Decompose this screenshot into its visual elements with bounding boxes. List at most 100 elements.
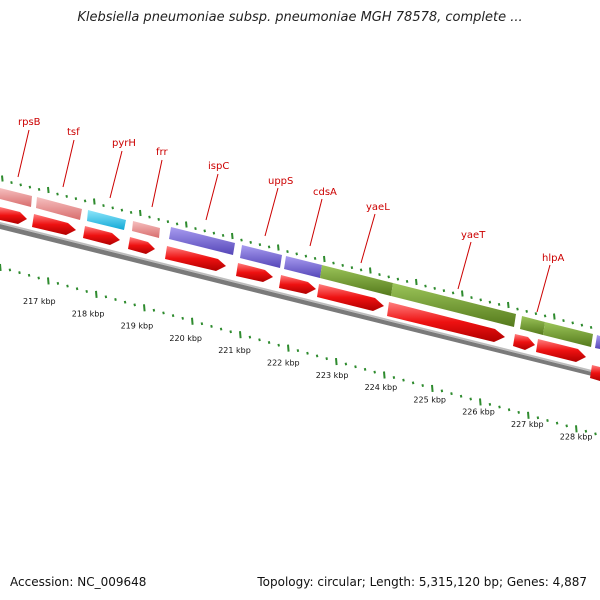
feature-bar-yaeL — [320, 265, 393, 296]
scale-major-tick — [95, 290, 98, 298]
cds-arrow-frr — [128, 237, 155, 254]
scale-minor-tick — [162, 311, 165, 315]
leader-line-tsf — [62, 139, 75, 188]
leader-line-yaeT — [457, 241, 472, 290]
upper-major-tick — [139, 209, 142, 217]
upper-minor-tick — [212, 231, 216, 235]
upper-major-tick — [461, 290, 464, 297]
upper-minor-tick — [405, 279, 409, 283]
scale-minor-tick — [267, 341, 271, 344]
gene-label-frr: frr — [156, 147, 168, 158]
scale-minor-tick — [344, 362, 348, 366]
upper-minor-tick — [83, 199, 87, 203]
scale-minor-tick — [37, 276, 40, 280]
gene-label-layer: rpsB tsf pyrH frr ispC uppS cdsA yaeL yaeT hlpA — [17, 117, 564, 313]
upper-minor-tick — [451, 291, 455, 295]
gene-label-tsf: tsf — [67, 127, 80, 138]
upper-minor-tick — [249, 240, 252, 244]
scale-minor-tick — [440, 389, 444, 393]
upper-minor-tick — [240, 238, 243, 242]
upper-major-tick — [277, 244, 280, 251]
scale-minor-tick — [27, 273, 31, 277]
scale-minor-tick — [181, 316, 184, 320]
scale-minor-tick — [258, 338, 261, 342]
genome-backbone — [0, 224, 600, 378]
upper-minor-tick — [350, 266, 354, 270]
scale-major-tick — [191, 317, 194, 325]
scale-minor-tick — [123, 300, 127, 304]
feature-bar-hlpA — [520, 316, 545, 335]
cds-arrow-yaeT — [387, 302, 505, 342]
cds-arrow-cdsA — [279, 275, 316, 294]
upper-major-tick — [93, 198, 96, 205]
kbp-label: 226 kbp — [462, 408, 495, 417]
upper-minor-tick — [387, 275, 390, 279]
leader-line-frr — [151, 159, 163, 208]
cds-arrow-next — [536, 339, 586, 362]
cds-arrow-pyrH — [83, 226, 120, 245]
gene-label-yaeL: yaeL — [366, 202, 390, 213]
cds-arrow-rpsB — [0, 207, 27, 224]
upper-minor-tick — [580, 323, 584, 327]
kbp-label: 220 kbp — [169, 334, 202, 343]
scale-minor-tick — [421, 384, 424, 388]
kbp-label: 228 kbp — [560, 432, 593, 441]
upper-minor-tick — [396, 277, 400, 281]
upper-minor-tick — [562, 319, 565, 323]
scale-minor-tick — [306, 351, 309, 355]
scale-minor-tick — [373, 370, 376, 374]
upper-minor-tick — [534, 312, 538, 316]
scale-major-tick — [431, 384, 434, 393]
upper-minor-tick — [194, 227, 197, 231]
upper-minor-tick — [129, 210, 133, 214]
scale-minor-tick — [498, 405, 501, 409]
cds-arrow-yaeL — [317, 284, 384, 311]
feature-bar-frr — [132, 221, 160, 238]
upper-major-tick — [369, 267, 372, 274]
scale-major-tick — [0, 263, 2, 272]
feature-bar-yaeT — [391, 283, 516, 327]
lower-tick-track — [0, 263, 597, 436]
gene-label-pyrH: pyrH — [112, 138, 136, 149]
scale-minor-tick — [459, 394, 463, 398]
scale-major-tick — [239, 331, 242, 339]
scale-minor-tick — [210, 324, 213, 328]
upper-minor-tick — [378, 273, 381, 277]
leader-line-pyrH — [109, 150, 123, 199]
upper-minor-tick — [258, 243, 262, 247]
upper-minor-tick — [543, 314, 547, 318]
kbp-label: 221 kbp — [218, 346, 251, 355]
feature-bar-uppS — [240, 245, 282, 268]
scale-minor-tick — [507, 408, 511, 412]
scale-minor-tick — [18, 271, 21, 275]
scale-minor-tick — [517, 410, 520, 414]
scale-minor-tick — [85, 289, 88, 293]
scale-minor-tick — [248, 335, 252, 339]
scale-minor-tick — [75, 287, 79, 291]
scale-minor-tick — [584, 429, 588, 433]
scale-minor-tick — [325, 357, 328, 361]
scale-minor-tick — [565, 424, 568, 428]
kbp-label: 219 kbp — [121, 322, 154, 331]
scale-minor-tick — [555, 421, 559, 425]
upper-minor-tick — [28, 185, 32, 189]
scale-major-tick — [47, 277, 50, 285]
upper-minor-tick — [203, 229, 206, 233]
upper-minor-tick — [304, 254, 308, 258]
scale-minor-tick — [450, 392, 453, 396]
kbp-label: 217 kbp — [23, 297, 56, 306]
scale-minor-tick — [402, 378, 405, 382]
upper-minor-tick — [470, 296, 473, 300]
scale-minor-tick — [354, 365, 357, 369]
scale-major-tick — [479, 398, 482, 406]
upper-minor-tick — [267, 245, 271, 249]
scale-major-tick — [287, 344, 290, 352]
kbp-label: 225 kbp — [413, 395, 446, 404]
cds-arrow-tsf — [32, 214, 76, 235]
gene-label-yaeT: yaeT — [461, 230, 486, 241]
kbp-label: 222 kbp — [267, 359, 300, 368]
scale-major-tick — [383, 371, 386, 379]
upper-minor-tick — [157, 217, 160, 221]
scale-minor-tick — [363, 367, 367, 371]
scale-minor-tick — [229, 330, 232, 334]
